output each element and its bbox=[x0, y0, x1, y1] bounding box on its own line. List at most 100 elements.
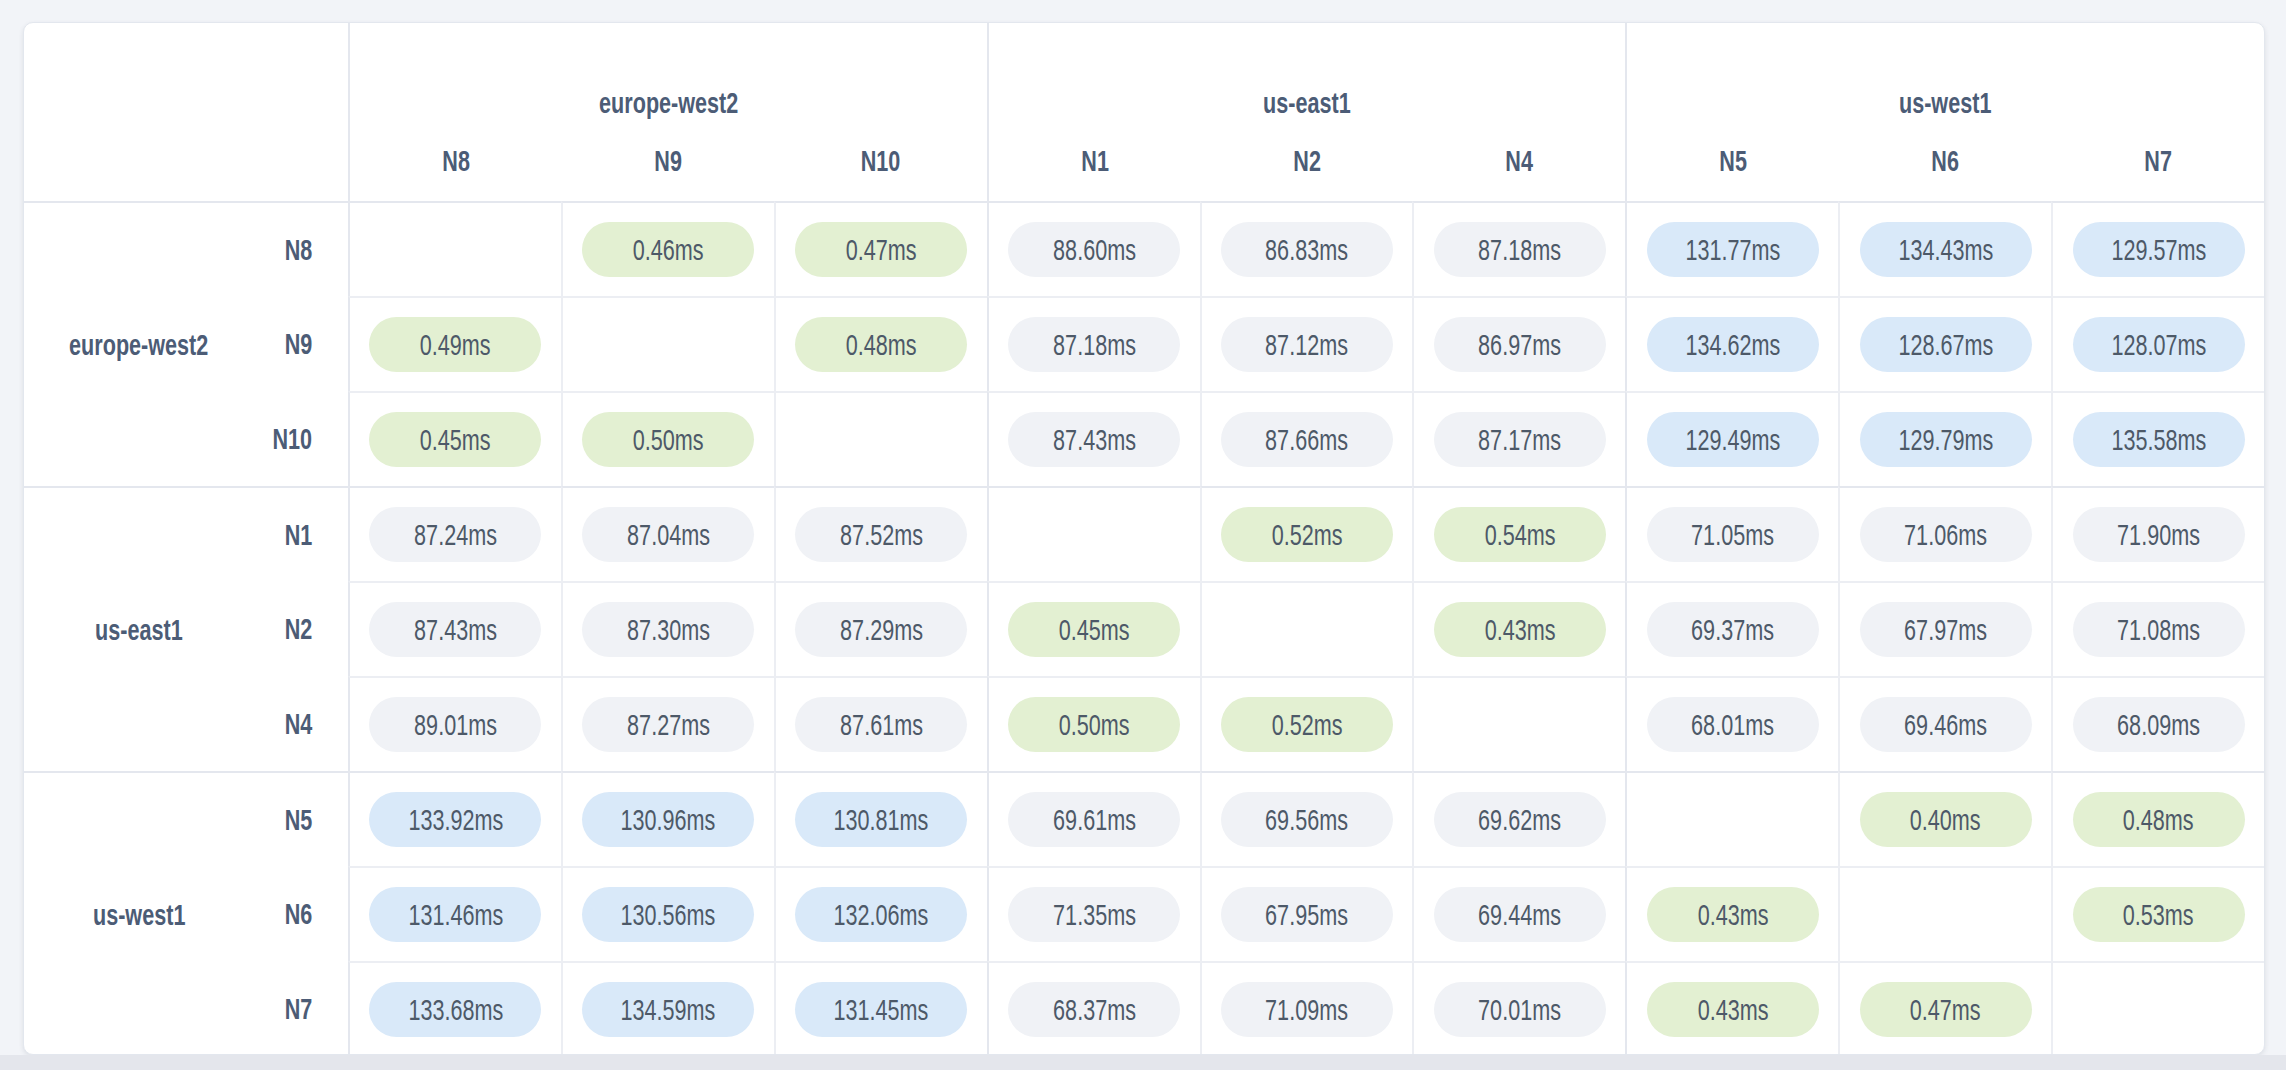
column-node-labels: N1N2N4 bbox=[989, 120, 1626, 201]
latency-value-text: 87.43ms bbox=[1053, 423, 1136, 457]
latency-cell-N6-N4: 69.44ms bbox=[1412, 866, 1625, 961]
latency-value-badge: 87.43ms bbox=[369, 602, 541, 657]
latency-cell-N1-N1 bbox=[987, 486, 1200, 581]
row-header-N5-text: N5 bbox=[284, 803, 312, 837]
latency-value-badge: 69.37ms bbox=[1647, 602, 1819, 657]
latency-value-badge: 0.49ms bbox=[369, 317, 541, 372]
row-region-label-europe-west2-text: europe-west2 bbox=[69, 328, 208, 362]
row-region-label-us-east1-text: us-east1 bbox=[95, 613, 183, 647]
latency-value-text: 87.17ms bbox=[1478, 423, 1561, 457]
column-header-N4-text: N4 bbox=[1505, 144, 1533, 178]
row-region-label-us-east1: us-east1 bbox=[24, 488, 254, 771]
column-header-N10-text: N10 bbox=[861, 144, 901, 178]
latency-cell-N2-N10: 87.29ms bbox=[774, 581, 987, 676]
latency-cell-N1-N7: 71.90ms bbox=[2051, 486, 2264, 581]
column-header-N2: N2 bbox=[1201, 120, 1413, 201]
latency-value-text: 67.95ms bbox=[1266, 898, 1349, 932]
row-group-header-europe-west2: europe-west2N8N9N10 bbox=[24, 201, 348, 486]
latency-cell-N7-N10: 131.45ms bbox=[774, 961, 987, 1055]
latency-value-badge: 67.95ms bbox=[1221, 887, 1393, 942]
column-region-label-us-west1-text: us-west1 bbox=[1899, 86, 1991, 120]
latency-value-text: 86.83ms bbox=[1266, 233, 1349, 267]
latency-cell-N2-N6: 67.97ms bbox=[1838, 581, 2051, 676]
latency-value-badge: 0.53ms bbox=[2073, 887, 2245, 942]
latency-value-badge: 87.24ms bbox=[369, 507, 541, 562]
latency-cell-N6-N9: 130.56ms bbox=[561, 866, 774, 961]
latency-value-text: 131.46ms bbox=[408, 898, 503, 932]
latency-cell-N8-N7: 129.57ms bbox=[2051, 201, 2264, 296]
latency-cell-N2-N4: 0.43ms bbox=[1412, 581, 1625, 676]
latency-value-text: 0.50ms bbox=[633, 423, 704, 457]
latency-cell-N10-N9: 0.50ms bbox=[561, 391, 774, 486]
latency-value-text: 71.06ms bbox=[1904, 518, 1987, 552]
latency-value-text: 87.43ms bbox=[414, 613, 497, 647]
row-header-N7-text: N7 bbox=[284, 992, 312, 1026]
latency-value-badge: 0.46ms bbox=[582, 222, 754, 277]
latency-value-text: 69.56ms bbox=[1266, 803, 1349, 837]
matrix-corner-cell bbox=[24, 23, 348, 201]
latency-value-badge: 135.58ms bbox=[2073, 412, 2245, 467]
row-region-label-us-west1: us-west1 bbox=[24, 773, 254, 1055]
latency-value-text: 87.66ms bbox=[1266, 423, 1349, 457]
column-header-N2-text: N2 bbox=[1293, 144, 1321, 178]
latency-value-badge: 68.37ms bbox=[1008, 982, 1180, 1037]
latency-value-badge: 129.79ms bbox=[1860, 412, 2032, 467]
latency-cell-N1-N2: 0.52ms bbox=[1200, 486, 1413, 581]
latency-cell-N5-N8: 133.92ms bbox=[348, 771, 561, 866]
latency-value-badge: 128.67ms bbox=[1860, 317, 2032, 372]
latency-cell-N9-N6: 128.67ms bbox=[1838, 296, 2051, 391]
row-header-N6-text: N6 bbox=[284, 897, 312, 931]
latency-cell-N4-N2: 0.52ms bbox=[1200, 676, 1413, 771]
latency-cell-N1-N6: 71.06ms bbox=[1838, 486, 2051, 581]
latency-value-badge: 133.92ms bbox=[369, 792, 541, 847]
row-header-N5: N5 bbox=[254, 773, 348, 867]
latency-value-badge: 71.06ms bbox=[1860, 507, 2032, 562]
column-header-N8-text: N8 bbox=[442, 144, 470, 178]
latency-value-badge: 69.62ms bbox=[1434, 792, 1606, 847]
latency-cell-N5-N9: 130.96ms bbox=[561, 771, 774, 866]
latency-value-badge: 71.35ms bbox=[1008, 887, 1180, 942]
latency-value-text: 0.52ms bbox=[1272, 518, 1343, 552]
latency-value-text: 128.07ms bbox=[2111, 328, 2206, 362]
latency-value-badge: 87.12ms bbox=[1221, 317, 1393, 372]
latency-value-badge: 0.43ms bbox=[1647, 887, 1819, 942]
latency-cell-N6-N2: 67.95ms bbox=[1200, 866, 1413, 961]
latency-cell-N9-N10: 0.48ms bbox=[774, 296, 987, 391]
latency-value-text: 0.40ms bbox=[1910, 803, 1981, 837]
column-header-N7-text: N7 bbox=[2144, 144, 2172, 178]
latency-value-badge: 71.09ms bbox=[1221, 982, 1393, 1037]
column-group-header-us-east1: us-east1N1N2N4 bbox=[987, 23, 1626, 201]
latency-cell-N8-N2: 86.83ms bbox=[1200, 201, 1413, 296]
latency-cell-N8-N5: 131.77ms bbox=[1625, 201, 1838, 296]
latency-value-text: 71.05ms bbox=[1691, 518, 1774, 552]
latency-cell-N5-N10: 130.81ms bbox=[774, 771, 987, 866]
latency-value-text: 68.09ms bbox=[2117, 708, 2200, 742]
latency-value-text: 0.47ms bbox=[846, 233, 917, 267]
latency-value-badge: 131.46ms bbox=[369, 887, 541, 942]
latency-cell-N1-N10: 87.52ms bbox=[774, 486, 987, 581]
column-region-label-europe-west2: europe-west2 bbox=[350, 23, 987, 120]
latency-value-text: 87.27ms bbox=[627, 708, 710, 742]
latency-value-badge: 130.56ms bbox=[582, 887, 754, 942]
latency-value-badge: 87.43ms bbox=[1008, 412, 1180, 467]
latency-cell-N10-N2: 87.66ms bbox=[1200, 391, 1413, 486]
column-header-N9: N9 bbox=[562, 120, 774, 201]
latency-matrix: europe-west2N8N9N10us-east1N1N2N4us-west… bbox=[23, 22, 2265, 1055]
latency-value-badge: 132.06ms bbox=[795, 887, 967, 942]
latency-value-text: 131.45ms bbox=[834, 993, 929, 1027]
latency-cell-N2-N2 bbox=[1200, 581, 1413, 676]
latency-cell-N8-N1: 88.60ms bbox=[987, 201, 1200, 296]
latency-cell-N4-N8: 89.01ms bbox=[348, 676, 561, 771]
latency-value-text: 87.61ms bbox=[840, 708, 923, 742]
latency-cell-N5-N2: 69.56ms bbox=[1200, 771, 1413, 866]
latency-cell-N4-N6: 69.46ms bbox=[1838, 676, 2051, 771]
latency-value-badge: 0.47ms bbox=[795, 222, 967, 277]
latency-cell-N10-N10 bbox=[774, 391, 987, 486]
row-group-header-us-west1: us-west1 N5 N6 N7 bbox=[24, 771, 348, 1055]
column-header-N5: N5 bbox=[1627, 120, 1839, 201]
column-node-labels: N8 N9 N10 bbox=[350, 120, 987, 201]
latency-cell-N2-N7: 71.08ms bbox=[2051, 581, 2264, 676]
latency-cell-N7-N5: 0.43ms bbox=[1625, 961, 1838, 1055]
row-header-N1-text: N1 bbox=[284, 518, 312, 552]
row-header-N2-text: N2 bbox=[284, 612, 312, 646]
